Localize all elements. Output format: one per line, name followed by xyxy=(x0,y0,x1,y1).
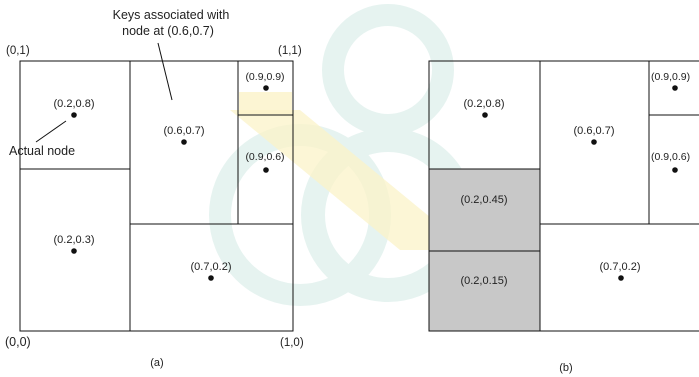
node-dot-0.9-0.6 xyxy=(263,167,269,173)
panel-a-frame xyxy=(19,60,294,332)
node-dot-b-0.9-0.6 xyxy=(672,167,678,173)
annotation-keys-line2: node at (0.6,0.7) xyxy=(122,24,214,38)
node-label-0.2-0.8: (0.2,0.8) xyxy=(54,98,95,110)
node-dot-0.2-0.3 xyxy=(71,248,77,254)
node-dot-b-0.9-0.9 xyxy=(672,85,678,91)
panel-a: (0.2,0.8) (0.6,0.7) (0.9,0.9) (0.9,0.6) … xyxy=(5,8,304,369)
corner-label-top-left: (0,1) xyxy=(6,45,30,57)
node-label-0.6-0.7: (0.6,0.7) xyxy=(164,125,205,137)
panel-b-caption: (b) xyxy=(559,362,572,374)
node-dot-b-0.6-0.7 xyxy=(591,139,597,145)
node-label-0.7-0.2: (0.7,0.2) xyxy=(191,261,232,273)
node-label-b-0.2-0.15: (0.2,0.15) xyxy=(460,275,507,287)
annotation-keys-line1: Keys associated with xyxy=(113,8,230,22)
corner-label-bottom-left: (0,0) xyxy=(5,335,31,349)
node-dot-b-0.7-0.2 xyxy=(618,275,624,281)
node-dot-0.9-0.9 xyxy=(263,85,269,91)
node-dot-0.7-0.2 xyxy=(208,275,214,281)
panel-a-highlight-band xyxy=(239,92,292,114)
panel-b: (0.2,0.8) (0.6,0.7) (0.9,0.9) (0.9,0.6) … xyxy=(428,60,699,374)
region-0.2-0.45 xyxy=(428,168,541,252)
node-label-b-0.2-0.8: (0.2,0.8) xyxy=(464,98,505,110)
node-label-b-0.7-0.2: (0.7,0.2) xyxy=(600,261,641,273)
node-label-b-0.2-0.45: (0.2,0.45) xyxy=(460,194,507,206)
node-label-b-0.9-0.9: (0.9,0.9) xyxy=(651,71,690,83)
panel-b-frame xyxy=(428,60,699,332)
node-dot-b-0.2-0.8 xyxy=(482,112,488,118)
node-label-b-0.6-0.7: (0.6,0.7) xyxy=(574,125,615,137)
node-dot-0.2-0.8 xyxy=(71,112,77,118)
annotation-actual-node-pointer xyxy=(35,120,67,143)
panel-a-caption: (a) xyxy=(150,357,163,369)
node-label-b-0.9-0.6: (0.9,0.6) xyxy=(651,151,690,163)
corner-label-top-right: (1,1) xyxy=(278,45,302,57)
annotation-actual-node: Actual node xyxy=(9,144,75,158)
annotation-keys-pointer xyxy=(157,42,173,101)
corner-label-bottom-right: (1,0) xyxy=(280,337,304,349)
node-label-0.9-0.6: (0.9,0.6) xyxy=(245,151,284,163)
node-dot-0.6-0.7 xyxy=(181,139,187,145)
node-label-0.2-0.3: (0.2,0.3) xyxy=(54,234,95,246)
node-label-0.9-0.9: (0.9,0.9) xyxy=(245,71,284,83)
region-0.2-0.15 xyxy=(428,250,541,332)
